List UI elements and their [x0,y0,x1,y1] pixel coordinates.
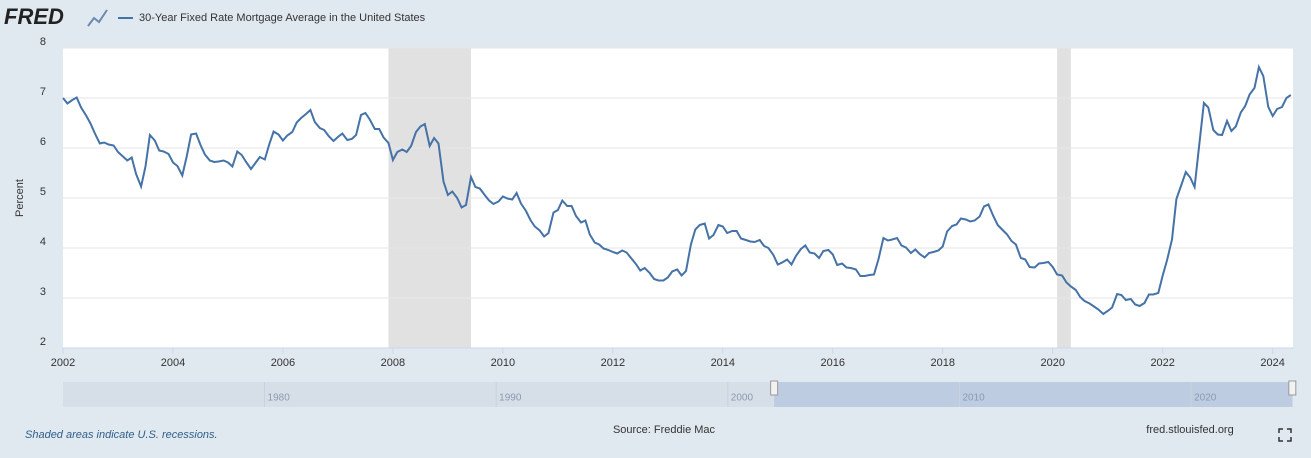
fullscreen-button[interactable] [1278,428,1292,442]
x-tick-label: 2008 [381,357,405,369]
y-tick-label: 6 [40,136,46,148]
x-tick-label: 2010 [491,357,515,369]
y-tick-label: 2 [40,336,46,348]
x-tick-label: 2014 [711,357,735,369]
legend-label: 30-Year Fixed Rate Mortgage Average in t… [139,12,426,24]
recession-note: Shaded areas indicate U.S. recessions. [25,429,218,441]
source: Source: Freddie Mac [613,424,716,436]
x-tick-label: 2002 [51,357,75,369]
y-axis-label: Percent [14,179,26,217]
navigator-tick-label: 1990 [499,393,522,404]
x-tick-label: 2018 [931,357,955,369]
y-tick-label: 4 [40,236,46,248]
navigator-handle[interactable] [1288,380,1297,396]
navigator-tick-label: 2020 [1194,393,1217,404]
x-tick-label: 2016 [821,357,845,369]
y-tick-label: 7 [40,86,46,98]
navigator-tick-label: 1980 [268,393,291,404]
logo: FRED [4,4,64,29]
logo-icon [87,9,108,27]
navigator-selection [774,382,1293,407]
y-tick-label: 3 [40,286,46,298]
y-tick-label: 8 [40,36,46,48]
navigator-tick-label: 2000 [731,393,754,404]
x-tick-label: 2024 [1260,357,1284,369]
site: fred.stlouisfed.org [1146,424,1233,436]
x-tick-label: 2020 [1040,357,1064,369]
y-tick-label: 5 [40,186,46,198]
navigator-tick-label: 2010 [962,393,985,404]
x-tick-label: 2012 [601,357,625,369]
x-tick-label: 2006 [271,357,295,369]
x-tick-label: 2004 [161,357,185,369]
x-tick-label: 2022 [1150,357,1174,369]
navigator-handle[interactable] [770,380,779,396]
series-line [62,63,1292,316]
